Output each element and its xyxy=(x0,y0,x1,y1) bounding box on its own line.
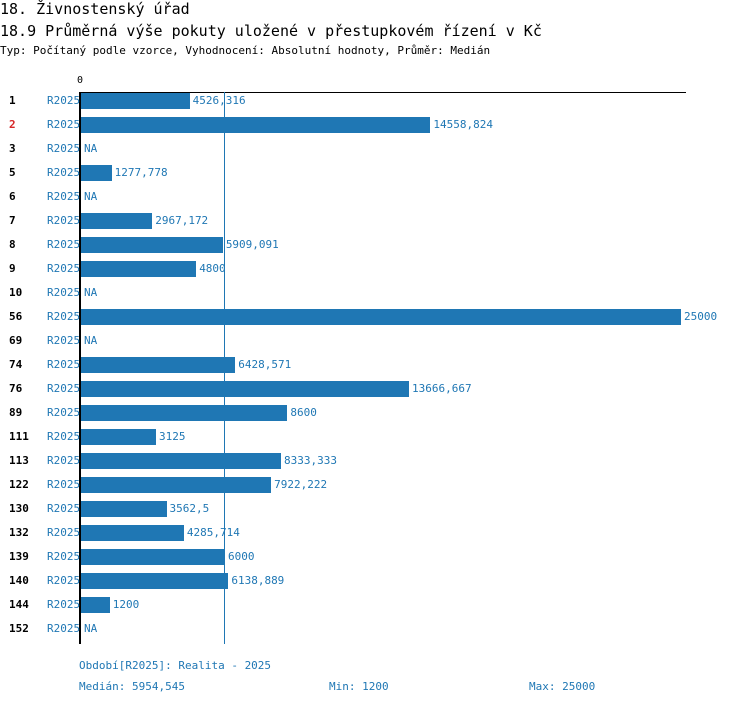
footer-period: Období[R2025]: Realita - 2025 xyxy=(79,659,272,672)
value-label: NA xyxy=(84,286,98,299)
row-label: 152 xyxy=(9,622,29,635)
value-label: 1200 xyxy=(112,598,140,611)
row-label: 8 xyxy=(9,238,16,251)
bar xyxy=(81,237,223,253)
value-label: 6000 xyxy=(228,550,255,563)
top-axis-line xyxy=(80,92,686,93)
page-title: 18. Živnostenský úřad xyxy=(0,0,190,18)
bar xyxy=(81,261,197,277)
series-label: R2025 xyxy=(47,94,81,107)
footer-min: Min: 1200 xyxy=(329,680,389,693)
bar xyxy=(81,501,167,517)
value-label: 14558,824 xyxy=(433,118,494,131)
value-label: 4800 xyxy=(199,262,226,275)
bar xyxy=(81,381,409,397)
value-label: NA xyxy=(84,190,98,203)
bar xyxy=(81,597,110,613)
value-label: NA xyxy=(84,334,98,347)
row-label: 132 xyxy=(9,526,29,539)
row-label: 1 xyxy=(9,94,16,107)
value-label: NA xyxy=(84,622,98,635)
series-label: R2025 xyxy=(47,166,81,179)
row-label: 69 xyxy=(9,334,23,347)
series-label: R2025 xyxy=(47,430,81,443)
row-label: 130 xyxy=(9,502,29,515)
bar xyxy=(81,453,281,469)
value-label: 25000 xyxy=(684,310,718,323)
series-label: R2025 xyxy=(47,574,81,587)
bar xyxy=(81,573,229,589)
value-label: 3125 xyxy=(159,430,186,443)
bar xyxy=(81,213,153,229)
series-label: R2025 xyxy=(47,286,81,299)
value-label: 6428,571 xyxy=(238,358,292,371)
value-label: 13666,667 xyxy=(412,382,472,395)
series-label: R2025 xyxy=(47,382,81,395)
chart-meta: Typ: Počítaný podle vzorce, Vyhodnocení:… xyxy=(0,44,491,57)
value-label: 8600 xyxy=(290,406,317,419)
value-label: 4285,714 xyxy=(186,526,240,539)
series-label: R2025 xyxy=(47,238,81,251)
value-label: 5909,091 xyxy=(225,238,279,251)
row-label: 139 xyxy=(9,550,29,563)
footer-median: Medián: 5954,545 xyxy=(79,680,185,693)
series-label: R2025 xyxy=(47,478,81,491)
value-label: 2967,172 xyxy=(155,214,209,227)
row-label: 10 xyxy=(9,286,23,299)
series-label: R2025 xyxy=(47,310,81,323)
series-label: R2025 xyxy=(47,598,81,611)
row-label: 6 xyxy=(9,190,16,203)
row-label: 74 xyxy=(9,358,23,371)
series-label: R2025 xyxy=(47,358,81,371)
series-label: R2025 xyxy=(47,142,81,155)
bar xyxy=(81,405,288,421)
series-label: R2025 xyxy=(47,214,81,227)
series-label: R2025 xyxy=(47,454,81,467)
value-label: 4526,316 xyxy=(192,94,246,107)
row-label: 5 xyxy=(9,166,16,179)
series-label: R2025 xyxy=(47,334,81,347)
bar xyxy=(81,117,431,133)
row-label: 111 xyxy=(9,430,29,443)
bar xyxy=(81,525,184,541)
bar xyxy=(81,93,190,109)
value-label: 1277,778 xyxy=(114,166,168,179)
series-label: R2025 xyxy=(47,550,81,563)
value-label: 3562,5 xyxy=(169,502,210,515)
row-label: 7 xyxy=(9,214,16,227)
row-label: 2 xyxy=(9,118,16,131)
row-label: 140 xyxy=(9,574,29,587)
row-label: 122 xyxy=(9,478,29,491)
axis-zero-label: 0 xyxy=(77,75,84,86)
row-label: 76 xyxy=(9,382,23,395)
series-label: R2025 xyxy=(47,502,81,515)
series-label: R2025 xyxy=(47,262,81,275)
series-label: R2025 xyxy=(47,118,81,131)
row-label: 9 xyxy=(9,262,16,275)
row-label: 3 xyxy=(9,142,16,155)
series-label: R2025 xyxy=(47,406,81,419)
value-label: 6138,889 xyxy=(231,574,285,587)
value-label: 8333,333 xyxy=(284,454,337,467)
row-label: 144 xyxy=(9,598,29,611)
bar xyxy=(81,429,156,445)
chart-title: 18.9 Průměrná výše pokuty uložené v přes… xyxy=(0,22,542,40)
bar xyxy=(81,549,225,565)
row-label: 89 xyxy=(9,406,23,419)
left-axis-line xyxy=(79,92,81,644)
bar xyxy=(81,357,236,373)
series-label: R2025 xyxy=(47,622,81,635)
row-label: 56 xyxy=(9,310,23,323)
row-label: 113 xyxy=(9,454,29,467)
bar xyxy=(81,165,112,181)
bar xyxy=(81,477,272,493)
footer-max: Max: 25000 xyxy=(529,680,596,693)
series-label: R2025 xyxy=(47,526,81,539)
value-label: 7922,222 xyxy=(274,478,328,491)
series-label: R2025 xyxy=(47,190,81,203)
bar xyxy=(81,309,681,325)
value-label: NA xyxy=(84,142,98,155)
